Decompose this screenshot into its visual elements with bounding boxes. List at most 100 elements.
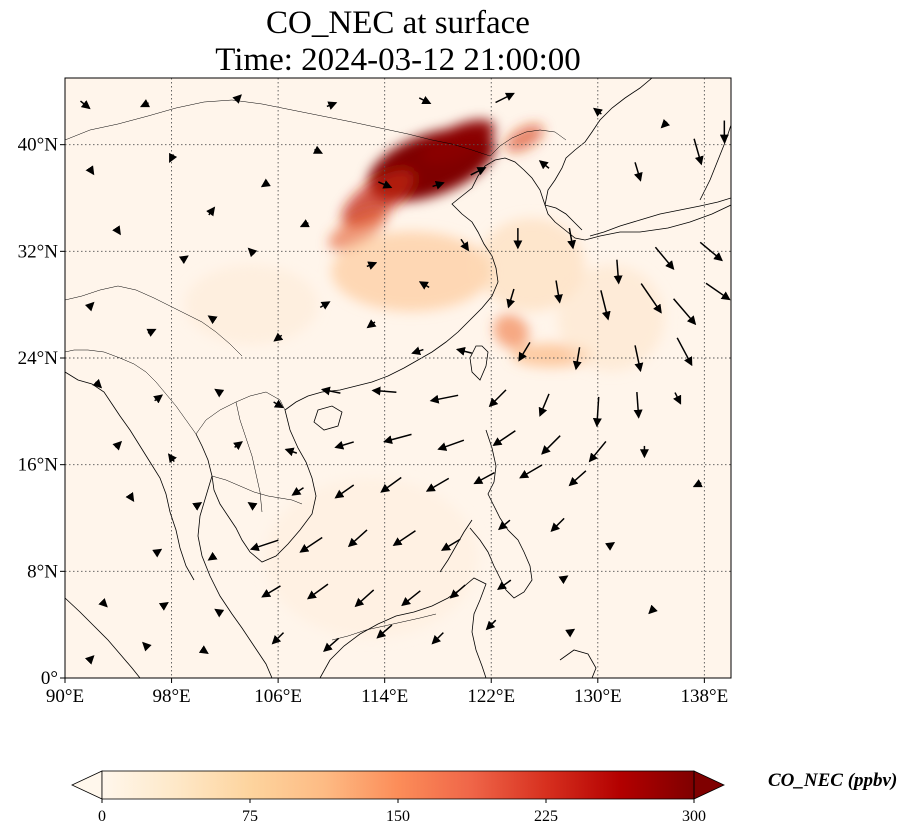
latitude-tick-label: 32°N <box>18 241 59 262</box>
latitude-tick-label: 8°N <box>27 561 58 582</box>
wind-arrow <box>411 346 424 356</box>
wind-arrow <box>273 332 284 342</box>
wind-arrow <box>260 178 271 188</box>
concentration-plume <box>341 169 415 227</box>
colorbar-tick-label: 225 <box>534 808 558 825</box>
longitude-tick-label: 114°E <box>361 686 408 707</box>
wind-arrow <box>588 440 607 463</box>
wind-arrow <box>519 464 543 479</box>
wind-arrow <box>673 392 682 405</box>
wind-arrow <box>692 479 703 488</box>
map-timestamp: Time: 2024-03-12 21:00:00 <box>215 42 581 78</box>
wind-arrow <box>705 282 731 301</box>
wind-arrow <box>112 440 123 451</box>
wind-arrow <box>347 529 368 548</box>
wind-arrow <box>214 608 225 618</box>
colorbar-tick-label: 0 <box>98 808 106 825</box>
wind-arrow <box>125 491 135 502</box>
wind-arrow <box>455 346 472 356</box>
wind-arrow <box>613 259 623 285</box>
wind-arrow <box>84 655 95 665</box>
wind-arrow <box>593 107 603 117</box>
wind-arrow <box>312 145 324 154</box>
map-title: CO_NEC at surface <box>266 5 530 41</box>
wind-arrow <box>306 583 329 600</box>
longitude-axis: 90°E 98°E 106°E 114°E 122°E 130°E 138°E <box>46 678 728 707</box>
wind-arrow <box>492 430 516 447</box>
wind-vectors <box>80 92 731 665</box>
wind-arrow <box>605 542 616 551</box>
wind-arrow <box>146 328 157 337</box>
wind-arrow <box>440 538 461 551</box>
wind-arrow <box>378 180 393 189</box>
latitude-tick-label: 0° <box>41 668 58 689</box>
wind-arrow <box>247 502 258 511</box>
wind-arrow <box>247 247 258 258</box>
wind-arrow <box>431 632 444 645</box>
wind-arrow <box>273 399 284 409</box>
wind-arrow <box>207 551 218 561</box>
wind-arrow <box>354 589 375 608</box>
wind-arrow <box>565 628 576 638</box>
wind-arrow <box>323 637 340 652</box>
concentration-plume <box>184 264 319 345</box>
latitude-tick-label: 16°N <box>18 455 59 476</box>
wind-arrow <box>432 180 445 190</box>
colorbar-high-extension <box>693 770 725 800</box>
wind-arrow <box>214 388 225 398</box>
colorbar-low-extension <box>71 770 103 800</box>
wind-arrow <box>506 288 515 309</box>
wind-arrow <box>206 206 216 217</box>
wind-arrow <box>498 519 511 531</box>
wind-arrow <box>207 315 218 325</box>
colorbar-tick-label: 75 <box>242 808 258 825</box>
wind-arrow <box>568 470 587 487</box>
wind-arrow <box>112 225 121 236</box>
wind-arrow <box>485 619 497 631</box>
gridlines <box>65 78 731 678</box>
wind-arrow <box>497 579 512 591</box>
wind-arrow <box>383 433 412 445</box>
wind-arrow <box>676 337 693 367</box>
wind-arrow <box>271 632 285 645</box>
wind-arrow <box>654 246 675 270</box>
longitude-tick-label: 122°E <box>467 686 515 707</box>
wind-arrow <box>366 261 378 270</box>
colorbar-ticks: 0 75 150 225 300 <box>98 799 706 825</box>
longitude-tick-label: 138°E <box>681 686 729 707</box>
wind-arrow <box>233 441 243 451</box>
wind-arrow <box>495 92 515 104</box>
wind-arrow <box>284 447 298 457</box>
wind-arrow <box>84 301 95 312</box>
wind-arrow <box>232 94 242 104</box>
wind-arrow <box>334 440 354 450</box>
colorbar-label: CO_NEC (ppbv) <box>768 770 898 791</box>
wind-arrow <box>592 396 602 428</box>
wind-arrow <box>538 393 550 417</box>
concentration-plume <box>421 119 495 165</box>
wind-arrow <box>169 152 178 163</box>
wind-arrow <box>425 477 450 492</box>
wind-arrow <box>152 548 163 558</box>
wind-arrow <box>334 484 355 499</box>
wind-arrow <box>693 138 704 166</box>
wind-arrow <box>98 597 108 608</box>
wind-arrow <box>92 378 103 389</box>
wind-arrow <box>291 487 304 496</box>
coastlines <box>65 78 731 678</box>
wind-arrow <box>429 394 459 404</box>
wind-arrow <box>418 95 432 105</box>
wind-arrow <box>640 283 662 314</box>
wind-arrow <box>167 453 177 464</box>
wind-arrow <box>699 241 723 262</box>
wind-arrow <box>366 319 377 329</box>
concentration-field <box>184 119 665 638</box>
wind-arrow <box>660 118 671 129</box>
wind-arrow <box>473 471 495 485</box>
wind-arrow <box>572 347 582 371</box>
concentration-plume <box>557 264 665 372</box>
concentration-plume <box>493 314 529 349</box>
wind-arrow <box>470 167 487 176</box>
longitude-tick-label: 90°E <box>46 686 84 707</box>
wind-arrow <box>80 100 91 110</box>
